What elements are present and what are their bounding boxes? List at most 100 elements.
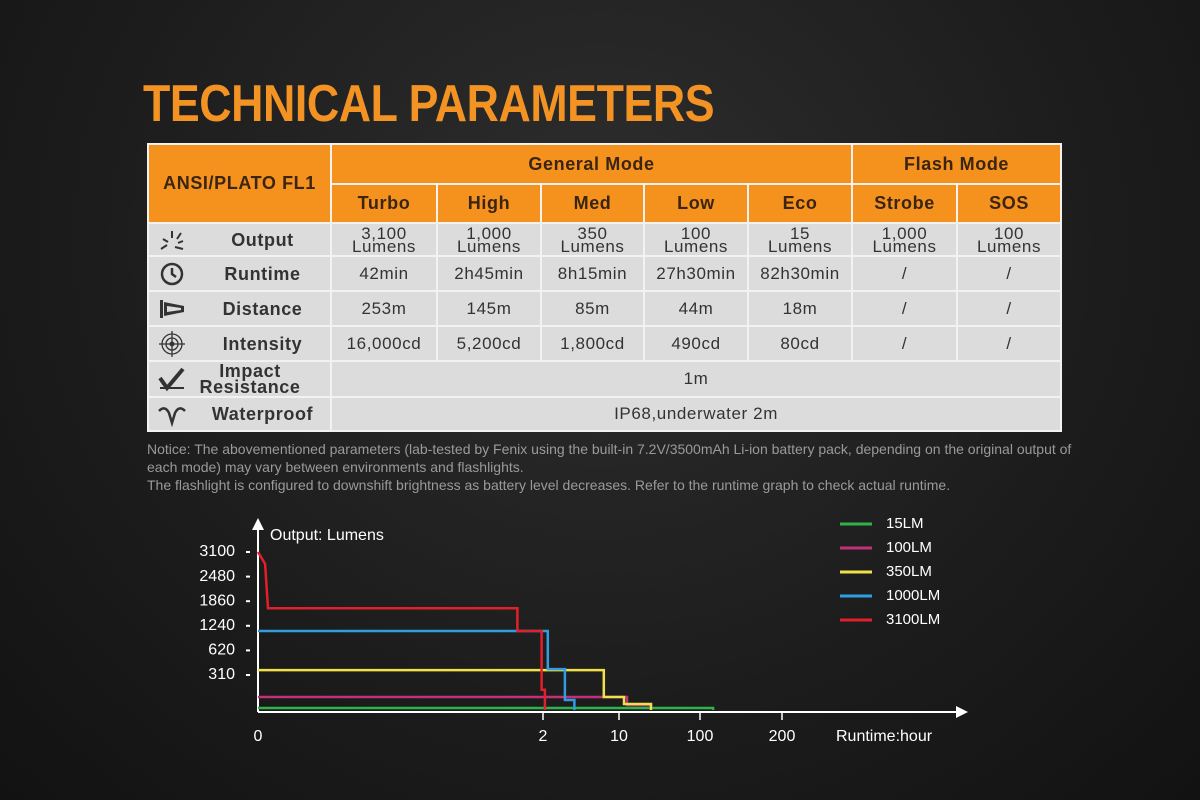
mode-row: Turbo High Med Low Eco Strobe SOS <box>148 183 1063 224</box>
x-tick-label: 200 <box>769 728 796 745</box>
spec-row: Runtime 42min 2h45min 8h15min 27h30min 82h30m… <box>147 255 1063 292</box>
x-axis-label: Runtime:hour <box>836 728 933 745</box>
row-label-cell: Intensity <box>147 325 332 362</box>
value-cell: 16,000cd <box>330 325 438 362</box>
value-cell: / <box>851 325 959 362</box>
value-cell: / <box>956 290 1063 327</box>
value-text: Lumens <box>351 236 417 256</box>
y-axis-label: Output: Lumens <box>270 527 384 544</box>
value-text: Lumens <box>663 236 729 256</box>
value-text: 100 <box>993 223 1025 243</box>
value-cell: 5,200cd <box>436 325 542 362</box>
value-cell: 82h30min <box>746 255 854 292</box>
x-tick-label: 0 <box>254 728 263 745</box>
y-tick-label: 620 <box>208 642 235 659</box>
spec-row: Distance 253m 145m 85m 44m 18m / / <box>147 290 1063 327</box>
value-text: Lumens <box>560 236 625 256</box>
value-cell: 350 Lumens <box>540 222 645 257</box>
value-cell: 490cd <box>643 325 749 362</box>
row-label: Distance <box>149 296 330 322</box>
value-text: Lumens <box>456 236 522 256</box>
value-text: 100 <box>680 223 712 243</box>
row-label-text: Intensity <box>222 333 303 354</box>
row-label: Runtime <box>149 261 330 287</box>
spec-row: Impact Resistance 1m <box>147 360 1063 398</box>
x-arrow <box>956 706 968 718</box>
value-cell: / <box>851 290 959 327</box>
value-text: 15 <box>789 223 811 243</box>
y-arrow <box>252 518 264 530</box>
row-icon <box>160 299 184 318</box>
row-label-cell: Distance <box>147 290 332 327</box>
value-cell: 42min <box>330 255 438 292</box>
value-cell: 253m <box>330 290 438 327</box>
value-cell: 1,000 Lumens <box>851 222 959 257</box>
spec-row: Waterproof IP68,underwater 2m <box>147 396 1063 432</box>
value-text: Lumens <box>976 236 1042 256</box>
page-title: TECHNICAL PARAMETERS <box>143 75 715 133</box>
value-cell: 44m <box>643 290 749 327</box>
value-cell: 1m <box>329 360 1063 398</box>
legend-label: 100LM <box>886 539 932 556</box>
spec-table: ANSI/PLATO FL1 General Mode Flash Mode Turb… <box>147 143 1063 432</box>
row-label-cell: Waterproof <box>147 396 332 432</box>
row-label-cell: Impact Resistance <box>147 360 332 398</box>
value-cell: 3,100 Lumens <box>330 222 438 257</box>
row-label: Waterproof <box>149 401 330 427</box>
value-cell: / <box>851 255 959 292</box>
value-cell: 2h45min <box>436 255 542 292</box>
value-text: Lumens <box>767 236 833 256</box>
mode-header: High <box>436 183 542 224</box>
row-label-text: Waterproof <box>211 404 314 424</box>
value-cell: 18m <box>746 290 854 327</box>
value-cell: 8h15min <box>540 255 645 292</box>
value-text: 350 <box>577 223 608 243</box>
mode-header: Low <box>643 183 749 224</box>
row-icon <box>159 330 185 357</box>
y-tick-label: 3100 <box>199 543 235 560</box>
row-label-text: Runtime <box>224 263 301 284</box>
x-tick-label: 10 <box>610 728 628 745</box>
row-icon <box>158 367 185 392</box>
mode-header: Strobe <box>851 183 959 224</box>
mode-header: Eco <box>746 183 854 224</box>
value-text: 1,000 <box>466 223 512 243</box>
row-label: Impact Resistance <box>149 362 330 396</box>
series-line <box>258 629 576 710</box>
notice: Notice: The abovementioned parameters (l… <box>147 440 1077 494</box>
value-cell: 1,800cd <box>540 325 645 362</box>
row-label-cell: Runtime <box>147 255 332 292</box>
row-icon <box>160 262 184 285</box>
value-cell: / <box>956 255 1063 292</box>
legend-label: 1000LM <box>886 587 940 604</box>
y-tick-label: 310 <box>208 666 235 683</box>
notice-text: Notice: The abovementioned parameters (l… <box>147 441 1072 475</box>
x-tick-label: 100 <box>687 728 714 745</box>
mode-header: Med <box>540 183 645 224</box>
value-cell: IP68,underwater 2m <box>329 396 1063 432</box>
header-row: ANSI/PLATO FL1 General Mode Flash Mode <box>147 143 1063 224</box>
value-cell: / <box>956 325 1063 362</box>
y-tick-label: 1860 <box>199 592 235 609</box>
mode-header: Turbo <box>330 183 438 224</box>
x-tick-label: 2 <box>539 728 548 745</box>
value-cell: 27h30min <box>643 255 749 292</box>
row-icon <box>160 230 184 250</box>
row-label-cell: Output <box>147 222 332 257</box>
spec-row: Output 3,100 Lumens 1,000 Lumens 350 Lumens 100… <box>147 222 1063 257</box>
value-cell: 85m <box>540 290 645 327</box>
notice-text: The flashlight is configured to downshif… <box>147 477 951 493</box>
mode-header: SOS <box>956 183 1063 224</box>
spec-row: Intensity 16,000cd 5,200cd 1,800cd 490cd 80cd… <box>147 325 1063 362</box>
corner-cell: ANSI/PLATO FL1 <box>147 143 332 224</box>
row-label-text: Output <box>231 229 294 250</box>
value-cell: 80cd <box>746 325 854 362</box>
group-header: General Mode <box>329 143 854 185</box>
value-cell: 100 Lumens <box>956 222 1063 257</box>
series-line <box>258 706 715 710</box>
value-cell: 1,000 Lumens <box>436 222 542 257</box>
group-header: Flash Mode <box>851 143 1063 185</box>
